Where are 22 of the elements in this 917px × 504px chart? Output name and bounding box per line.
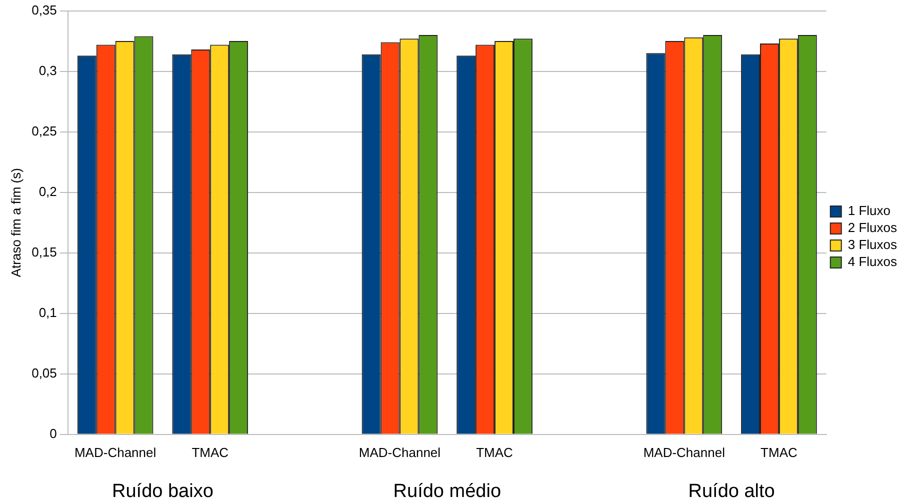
x-tick-label: MAD-Channel (643, 444, 726, 460)
legend-label: 2 Fluxos (848, 220, 898, 236)
x-tick-label: TMAC (192, 444, 229, 460)
y-tick-label: 0,05 (32, 365, 57, 380)
x-tick-label: MAD-Channel (74, 444, 156, 460)
legend-label: 3 Fluxos (848, 237, 898, 252)
y-tick-label: 0,15 (32, 244, 57, 260)
y-axis-title: Atraso fim a fim (s) (8, 168, 24, 278)
y-tick-label: 0,3 (38, 62, 57, 78)
x-tick-label: TMAC (476, 444, 513, 460)
legend-label: 4 Fluxos (848, 254, 898, 270)
x-tick-label: TMAC (760, 444, 798, 460)
y-tick-label: 0 (50, 426, 57, 441)
x-tick-label: MAD-Channel (358, 444, 441, 460)
text: Ruído médio (393, 481, 502, 502)
legend-label: 1 Fluxo (848, 203, 891, 218)
y-tick-label: 0,1 (38, 304, 57, 320)
y-tick-label: 0,2 (38, 184, 57, 199)
text: Ruído baixo (112, 481, 214, 502)
text: Ruído alto (688, 481, 775, 502)
y-tick-label: 0,35 (32, 2, 57, 18)
y-tick-label: 0,25 (32, 123, 57, 138)
